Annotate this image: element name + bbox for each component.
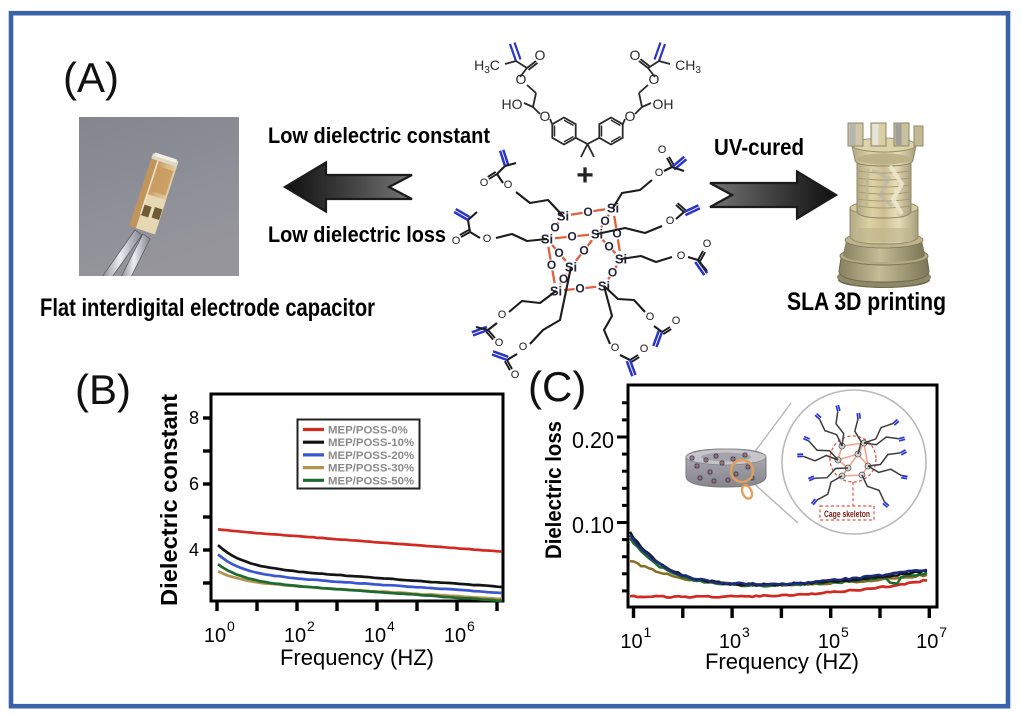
svg-text:O: O — [547, 258, 556, 272]
svg-text:0.10: 0.10 — [572, 512, 614, 538]
svg-text:6: 6 — [189, 474, 199, 494]
svg-text:MEP/POSS-0%: MEP/POSS-0% — [328, 425, 408, 437]
svg-text:O: O — [612, 227, 621, 241]
svg-text:Low dielectric loss: Low dielectric loss — [268, 222, 446, 247]
svg-text:O: O — [649, 71, 660, 87]
svg-text:O: O — [625, 108, 636, 124]
svg-text:10: 10 — [818, 631, 840, 653]
svg-text:O: O — [655, 167, 664, 179]
svg-text:O: O — [559, 272, 568, 286]
svg-text:O: O — [483, 233, 492, 245]
svg-text:MEP/POSS-30%: MEP/POSS-30% — [328, 463, 414, 475]
svg-text:MEP/POSS-50%: MEP/POSS-50% — [328, 475, 414, 487]
svg-text:6: 6 — [467, 618, 475, 634]
svg-text:+: + — [576, 159, 594, 192]
svg-text:1: 1 — [644, 624, 652, 640]
svg-text:Dielectric constant: Dielectric constant — [156, 394, 182, 606]
svg-text:0.20: 0.20 — [572, 427, 614, 453]
svg-text:O: O — [658, 144, 667, 156]
svg-text:O: O — [604, 240, 613, 254]
svg-text:Frequency (HZ): Frequency (HZ) — [705, 649, 859, 674]
svg-text:MEP/POSS-20%: MEP/POSS-20% — [328, 450, 414, 462]
svg-text:O: O — [495, 337, 504, 349]
svg-text:10: 10 — [719, 631, 741, 653]
svg-text:10: 10 — [364, 625, 386, 647]
svg-text:4: 4 — [189, 540, 199, 560]
svg-text:5: 5 — [841, 624, 849, 640]
svg-text:10: 10 — [284, 625, 306, 647]
svg-text:O: O — [608, 266, 617, 280]
svg-text:UV-cured: UV-cured — [714, 134, 804, 160]
svg-text:HO: HO — [502, 96, 523, 112]
svg-text:Low dielectric constant: Low dielectric constant — [268, 123, 491, 148]
svg-text:10: 10 — [204, 625, 226, 647]
svg-text:O: O — [511, 369, 520, 381]
svg-text:O: O — [535, 47, 546, 63]
svg-text:MEP/POSS-10%: MEP/POSS-10% — [328, 437, 414, 449]
svg-text:(B): (B) — [75, 366, 131, 413]
svg-text:O: O — [519, 341, 528, 353]
svg-text:O: O — [504, 179, 513, 191]
svg-text:Dielectric loss: Dielectric loss — [541, 421, 566, 559]
svg-text:10: 10 — [444, 625, 466, 647]
svg-text:O: O — [630, 47, 641, 63]
svg-text:O: O — [452, 235, 461, 247]
svg-text:0: 0 — [227, 618, 235, 634]
svg-text:Frequency (HZ): Frequency (HZ) — [280, 645, 434, 670]
svg-text:O: O — [703, 238, 712, 250]
svg-text:O: O — [672, 315, 681, 327]
svg-text:O: O — [611, 342, 620, 354]
svg-text:3: 3 — [742, 624, 750, 640]
svg-text:(C): (C) — [528, 363, 586, 410]
svg-text:7: 7 — [939, 624, 947, 640]
svg-text:O: O — [498, 309, 507, 321]
svg-text:O: O — [600, 214, 609, 228]
svg-text:H3C: H3C — [474, 57, 500, 76]
svg-text:CH3: CH3 — [675, 57, 701, 76]
svg-text:Flat interdigital electrode ca: Flat interdigital electrode capacitor — [40, 294, 375, 322]
svg-text:O: O — [640, 343, 649, 355]
svg-text:O: O — [583, 205, 592, 219]
svg-text:O: O — [554, 246, 563, 260]
svg-text:4: 4 — [387, 618, 395, 634]
svg-text:SLA 3D printing: SLA 3D printing — [787, 288, 946, 316]
svg-text:O: O — [550, 221, 559, 235]
svg-text:(A): (A) — [63, 54, 119, 101]
svg-text:OH: OH — [653, 96, 674, 112]
svg-text:Cage skeleton: Cage skeleton — [824, 509, 870, 519]
svg-text:O: O — [480, 177, 489, 189]
svg-text:10: 10 — [916, 631, 938, 653]
svg-text:2: 2 — [307, 618, 315, 634]
svg-text:O: O — [567, 230, 576, 244]
svg-text:8: 8 — [189, 408, 199, 428]
svg-text:O: O — [646, 311, 655, 323]
svg-text:O: O — [516, 71, 527, 87]
svg-text:O: O — [575, 282, 584, 296]
svg-text:O: O — [677, 250, 686, 262]
svg-text:O: O — [666, 215, 675, 227]
svg-text:10: 10 — [620, 631, 642, 653]
svg-text:O: O — [540, 108, 551, 124]
svg-text:O: O — [579, 244, 588, 258]
